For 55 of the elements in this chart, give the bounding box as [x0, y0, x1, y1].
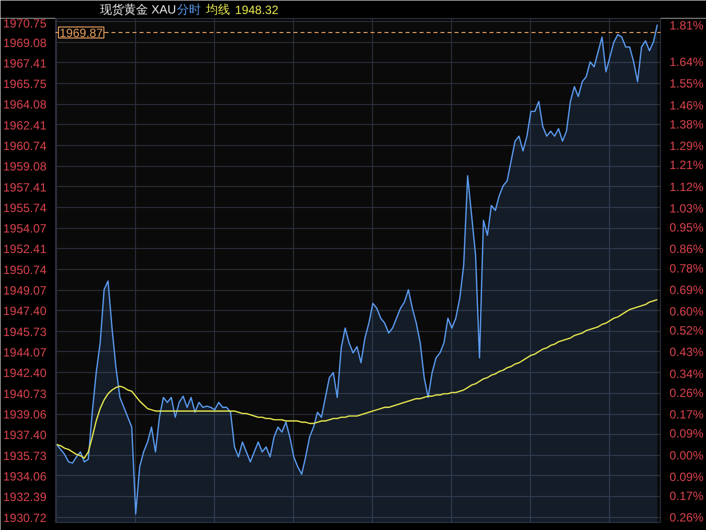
- y-tick-label: 1954.07: [3, 222, 47, 236]
- y-tick-label: 1965.75: [3, 77, 47, 92]
- y-tick-label: 1959.08: [3, 160, 47, 174]
- y-tick-label: 1945.73: [3, 324, 47, 339]
- y-tick-label: 1962.41: [3, 118, 47, 132]
- text: 1948.32: [235, 3, 279, 17]
- y-tick-label: 1952.41: [3, 242, 47, 256]
- y-tick-label: 1970.75: [3, 16, 47, 30]
- y-tick-label: 1964.08: [3, 98, 47, 112]
- y-tick-label: 1935.73: [3, 448, 47, 463]
- ref-line-label: 1969.87: [60, 26, 104, 40]
- y-tick-label: 1932.39: [3, 490, 47, 504]
- y2-tick-label: 0.43%: [670, 345, 704, 360]
- y-tick-label: 1934.06: [3, 469, 47, 484]
- y2-tick-label: 0.09%: [670, 426, 704, 441]
- y2-tick-label: 1.46%: [670, 98, 704, 112]
- y2-tick-label: 1.38%: [670, 117, 704, 132]
- y2-tick-label: 1.12%: [670, 180, 704, 194]
- y2-tick-label: 1.21%: [670, 158, 704, 172]
- y-tick-label: 1960.74: [3, 139, 47, 154]
- y2-tick-label: 0.78%: [670, 261, 704, 276]
- y-tick-label: 1939.06: [3, 408, 47, 422]
- y2-tick-label: 1.29%: [670, 139, 704, 154]
- y2-tick-label: 0.26%: [670, 510, 704, 525]
- y-tick-label: 1969.08: [3, 36, 47, 50]
- text: 分时: [176, 2, 201, 16]
- y2-tick-label: 1.64%: [670, 55, 704, 70]
- y2-tick-label: 0.26%: [670, 386, 704, 400]
- y2-tick-label: 0.00%: [670, 448, 704, 462]
- y-tick-label: 1944.07: [3, 345, 47, 360]
- line-series: [56, 298, 658, 459]
- y-tick-label: 1937.40: [3, 428, 47, 442]
- y2-tick-label: 0.17%: [670, 408, 704, 422]
- y-tick-label: 1950.74: [3, 262, 47, 277]
- y-tick-label: 1955.74: [3, 200, 47, 215]
- y-tick-label: 1957.41: [3, 180, 47, 194]
- y-tick-label: 1940.73: [3, 386, 47, 401]
- y2-tick-label: 0.09%: [670, 470, 704, 484]
- y-tick-label: 1949.07: [3, 284, 47, 298]
- y2-tick-label: 1.55%: [670, 76, 704, 91]
- chart-title: 现货黄金 XAU: [100, 2, 176, 16]
- y-tick-label: 1942.40: [3, 366, 47, 380]
- text: 均线: [204, 2, 230, 16]
- y2-tick-label: 0.60%: [670, 304, 704, 318]
- y2-tick-label: 0.95%: [670, 220, 704, 235]
- y-tick-label: 1967.41: [3, 56, 47, 70]
- y2-tick-label: 1.03%: [670, 201, 704, 216]
- y2-tick-label: 0.17%: [670, 489, 704, 504]
- y2-tick-label: 0.34%: [670, 366, 704, 381]
- y-tick-label: 1947.40: [3, 304, 47, 318]
- y2-tick-label: 1.81%: [670, 18, 704, 32]
- y2-tick-label: 0.69%: [670, 282, 704, 297]
- y-tick-label: 1930.72: [3, 510, 47, 525]
- y2-tick-label: 0.52%: [670, 324, 704, 338]
- y2-tick-label: 0.86%: [670, 242, 704, 256]
